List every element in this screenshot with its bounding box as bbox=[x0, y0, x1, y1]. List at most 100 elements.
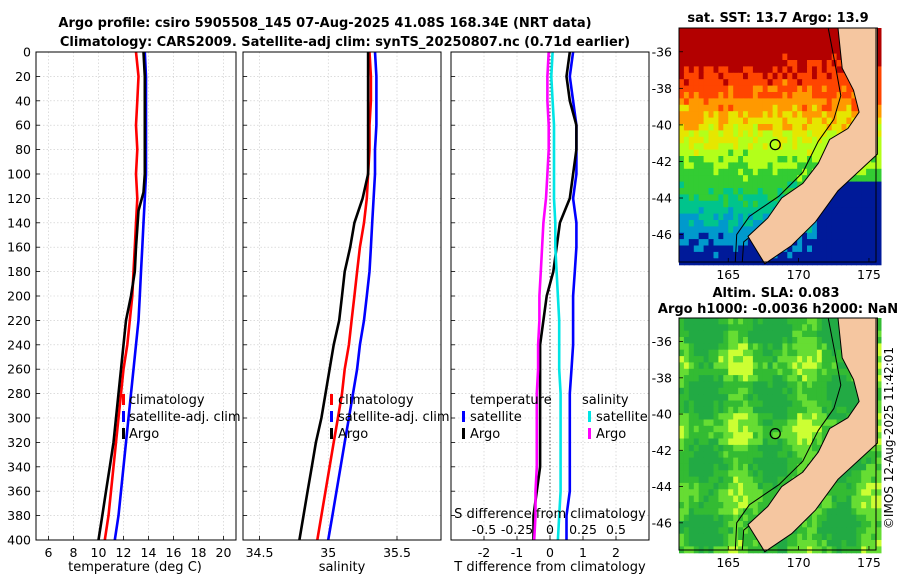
map-cell bbox=[772, 130, 779, 138]
map-cell bbox=[683, 98, 690, 106]
map-cell bbox=[767, 400, 774, 408]
map-cell bbox=[772, 330, 779, 338]
map-cell bbox=[703, 381, 710, 389]
map-cell bbox=[757, 40, 764, 48]
map-cell bbox=[698, 130, 705, 138]
map-cell bbox=[693, 356, 700, 363]
map-cell bbox=[718, 34, 724, 42]
map-y-tick-label: -44 bbox=[652, 479, 672, 494]
map-cell bbox=[743, 72, 749, 80]
map-cell bbox=[836, 381, 843, 389]
map-cell bbox=[679, 457, 685, 465]
map-cell bbox=[762, 318, 769, 325]
map-cell bbox=[738, 343, 744, 351]
map-cell bbox=[772, 85, 779, 93]
map-cell bbox=[747, 143, 754, 151]
x2-tick-label: 0.25 bbox=[569, 522, 597, 537]
map-cell bbox=[713, 400, 719, 408]
map-cell bbox=[787, 53, 793, 61]
map-cell bbox=[802, 104, 808, 112]
map-cell bbox=[762, 104, 769, 112]
map-cell bbox=[807, 419, 813, 427]
map-cell bbox=[728, 226, 734, 234]
map-cell bbox=[733, 34, 739, 42]
map-cell bbox=[797, 432, 803, 440]
map-cell bbox=[772, 111, 779, 119]
map-cell bbox=[679, 508, 685, 516]
map-cell bbox=[876, 324, 882, 332]
map-cell bbox=[757, 92, 764, 99]
map-cell bbox=[767, 425, 774, 433]
map-cell bbox=[683, 207, 690, 215]
map-cell bbox=[733, 470, 739, 478]
map-cell bbox=[772, 413, 779, 421]
map-cell bbox=[723, 362, 729, 370]
map-cell bbox=[816, 60, 823, 67]
map-cell bbox=[762, 375, 769, 382]
map-cell bbox=[708, 66, 714, 74]
map-cell bbox=[718, 495, 724, 503]
map-cell bbox=[728, 149, 734, 157]
map-cell bbox=[841, 72, 847, 80]
map-cell bbox=[747, 47, 754, 55]
map-cell bbox=[747, 34, 754, 42]
map-cell bbox=[816, 130, 823, 138]
map-cell bbox=[752, 368, 759, 376]
map-cell bbox=[723, 533, 729, 541]
map-cell bbox=[876, 34, 882, 42]
map-cell bbox=[693, 124, 700, 131]
map-cell bbox=[738, 381, 744, 389]
map-cell bbox=[723, 419, 729, 427]
map-cell bbox=[683, 540, 690, 547]
map-cell bbox=[743, 239, 749, 247]
map-cell bbox=[688, 406, 695, 414]
map-cell bbox=[679, 406, 685, 414]
map-cell bbox=[807, 226, 813, 234]
map-cell bbox=[767, 117, 774, 125]
map-cell bbox=[718, 419, 724, 427]
map-cell bbox=[841, 213, 847, 221]
map-cell bbox=[693, 381, 700, 389]
map-cell bbox=[802, 356, 808, 363]
map-cell bbox=[703, 239, 710, 247]
map-cell bbox=[787, 394, 793, 401]
map-cell bbox=[841, 104, 847, 112]
map-cell bbox=[743, 375, 749, 382]
map-cell bbox=[728, 200, 734, 208]
map-cell bbox=[703, 104, 710, 112]
map-cell bbox=[693, 188, 700, 195]
x2-tick-label: 0.5 bbox=[606, 522, 626, 537]
map-cell bbox=[762, 356, 769, 363]
map-cell bbox=[836, 245, 843, 253]
map-cell bbox=[866, 232, 872, 240]
map-cell bbox=[772, 104, 779, 112]
map-cell bbox=[812, 540, 818, 547]
map-cell bbox=[683, 419, 690, 427]
sla-map-title: Altim. SLA: 0.083 bbox=[713, 286, 840, 301]
map-cell bbox=[871, 232, 877, 240]
map-cell bbox=[772, 53, 779, 61]
map-cell bbox=[738, 495, 744, 503]
map-cell bbox=[679, 489, 685, 497]
map-cell bbox=[708, 406, 714, 414]
map-cell bbox=[733, 111, 739, 119]
map-cell bbox=[688, 413, 695, 421]
map-cell bbox=[876, 60, 882, 67]
map-cell bbox=[812, 156, 818, 163]
map-cell bbox=[831, 324, 838, 332]
map-cell bbox=[782, 343, 788, 351]
map-cell bbox=[841, 362, 847, 370]
map-cell bbox=[812, 79, 818, 87]
map-cell bbox=[802, 28, 808, 35]
map-cell bbox=[866, 482, 872, 490]
map-cell bbox=[826, 419, 833, 427]
map-cell bbox=[792, 533, 798, 541]
map-cell bbox=[683, 330, 690, 338]
map-cell bbox=[757, 470, 764, 478]
map-cell bbox=[679, 330, 685, 338]
map-cell bbox=[738, 79, 744, 87]
map-cell bbox=[718, 330, 724, 338]
map-cell bbox=[708, 527, 714, 535]
map-cell bbox=[743, 362, 749, 370]
map-cell bbox=[718, 362, 724, 370]
